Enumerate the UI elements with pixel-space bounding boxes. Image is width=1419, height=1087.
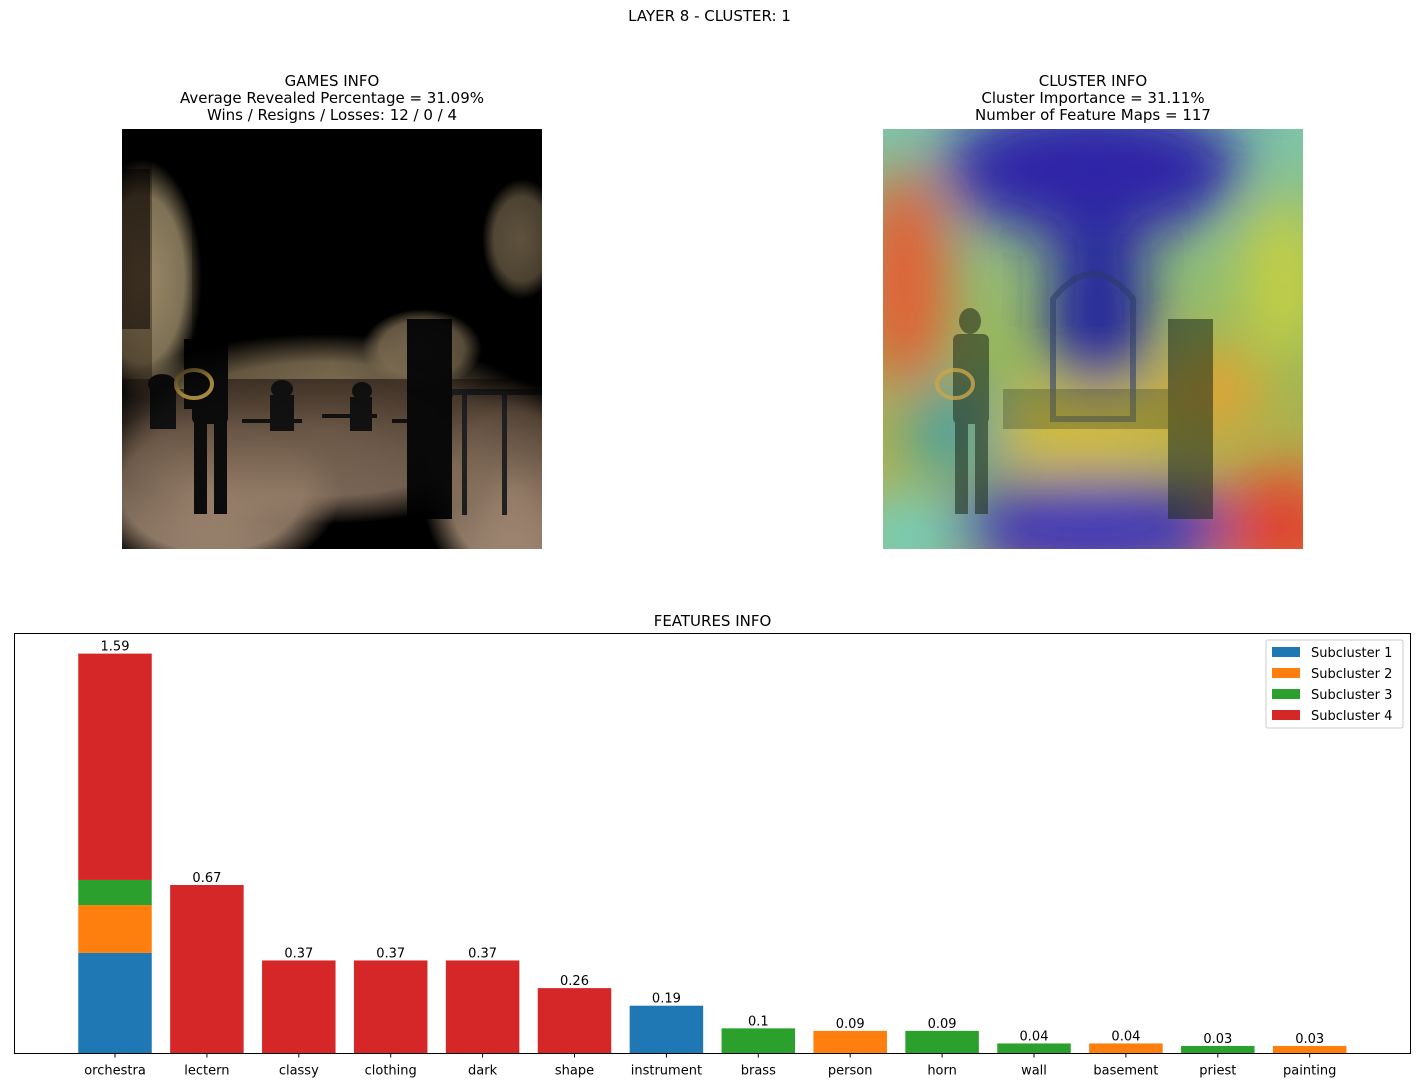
- x-tick-label-priest: priest: [1199, 1064, 1236, 1079]
- legend-swatch-subcluster-2: [1272, 668, 1300, 678]
- value-label-painting: 0.03: [1295, 1032, 1324, 1047]
- bar-segment-orchestra-subcluster-2: [78, 905, 152, 953]
- cluster-heatmap-image: [883, 129, 1303, 549]
- x-tick-label-lectern: lectern: [184, 1064, 229, 1079]
- legend-label-subcluster-1: Subcluster 1: [1311, 646, 1392, 661]
- bar-segment-clothing-subcluster-4: [353, 960, 428, 1054]
- x-tick-label-painting: painting: [1283, 1064, 1336, 1079]
- value-label-orchestra: 1.59: [101, 640, 130, 655]
- legend-label-subcluster-4: Subcluster 4: [1311, 709, 1392, 724]
- wins-resigns-losses-text: Wins / Resigns / Losses: 12 / 0 / 4: [206, 106, 458, 124]
- x-tick-label-classy: classy: [279, 1064, 319, 1079]
- cluster-info-title: CLUSTER INFO: [1038, 72, 1148, 90]
- x-tick-label-person: person: [828, 1064, 873, 1079]
- cluster-info-title-block: CLUSTER INFO Cluster Importance = 31.11%…: [883, 73, 1303, 124]
- x-tick-label-instrument: instrument: [631, 1064, 702, 1079]
- bar-segment-orchestra-subcluster-3: [78, 879, 152, 906]
- legend: Subcluster 1 Subcluster 2 Subcluster 3 Subc…: [1265, 639, 1404, 729]
- x-ticks-layer: orchestra lectern classy clothing dark shape i…: [84, 1053, 1336, 1079]
- value-labels-layer: 1.59 0.67 0.37 0.37 0.37 0.26 0.19 0.1 0.09 0.09 0…: [101, 640, 1325, 1047]
- bar-segment-painting-subcluster-2: [1272, 1045, 1347, 1054]
- bar-segment-dark-subcluster-4: [445, 960, 520, 1054]
- x-tick-label-wall: wall: [1021, 1064, 1047, 1079]
- cluster-importance-text: Cluster Importance = 31.11%: [981, 89, 1205, 107]
- bar-segment-orchestra-subcluster-1: [78, 952, 152, 1054]
- value-label-horn: 0.09: [928, 1017, 957, 1032]
- legend-swatch-subcluster-3: [1272, 689, 1300, 699]
- value-label-classy: 0.37: [284, 946, 313, 961]
- value-label-shape: 0.26: [560, 974, 589, 989]
- bar-segment-horn-subcluster-3: [905, 1030, 979, 1054]
- bar-segment-brass-subcluster-3: [721, 1028, 796, 1054]
- bar-segment-basement-subcluster-2: [1089, 1043, 1163, 1054]
- bars-layer: [78, 653, 1347, 1054]
- plot-frame: [14, 633, 1411, 1054]
- legend-label-subcluster-3: Subcluster 3: [1311, 688, 1392, 703]
- value-label-wall: 0.04: [1020, 1029, 1049, 1044]
- feature-maps-count-text: Number of Feature Maps = 117: [975, 106, 1211, 124]
- chart-title: FEATURES INFO: [653, 612, 772, 630]
- bar-segment-instrument-subcluster-1: [629, 1005, 704, 1054]
- figure-suptitle: LAYER 8 - CLUSTER: 1: [628, 7, 791, 25]
- legend-swatch-subcluster-1: [1272, 647, 1300, 657]
- legend-frame: [1265, 639, 1404, 729]
- x-tick-label-brass: brass: [741, 1064, 776, 1079]
- bar-segment-shape-subcluster-4: [537, 988, 612, 1054]
- games-info-title-block: GAMES INFO Average Revealed Percentage =…: [122, 73, 542, 124]
- bar-segment-priest-subcluster-3: [1181, 1045, 1255, 1054]
- x-tick-label-dark: dark: [468, 1064, 498, 1079]
- bar-segment-orchestra-subcluster-4: [78, 653, 152, 880]
- x-tick-label-clothing: clothing: [365, 1064, 417, 1079]
- bar-segment-wall-subcluster-3: [997, 1043, 1071, 1054]
- legend-label-subcluster-2: Subcluster 2: [1311, 667, 1392, 682]
- bar-segment-classy-subcluster-4: [262, 960, 336, 1054]
- bar-segment-person-subcluster-2: [813, 1030, 887, 1054]
- value-label-clothing: 0.37: [376, 946, 405, 961]
- value-label-priest: 0.03: [1203, 1032, 1232, 1047]
- value-label-person: 0.09: [836, 1017, 865, 1032]
- x-tick-label-shape: shape: [555, 1064, 594, 1079]
- x-tick-label-orchestra: orchestra: [84, 1064, 146, 1079]
- revealed-percentage-text: Average Revealed Percentage = 31.09%: [179, 89, 484, 107]
- value-label-basement: 0.04: [1111, 1029, 1140, 1044]
- bar-segment-lectern-subcluster-4: [170, 884, 244, 1054]
- value-label-instrument: 0.19: [652, 992, 681, 1007]
- legend-swatch-subcluster-4: [1272, 710, 1300, 720]
- games-info-title: GAMES INFO: [284, 72, 380, 90]
- value-label-brass: 0.1: [748, 1014, 769, 1029]
- masked-scene-image: [122, 129, 542, 549]
- x-tick-label-horn: horn: [927, 1064, 957, 1079]
- value-label-lectern: 0.67: [192, 871, 221, 886]
- value-label-dark: 0.37: [468, 946, 497, 961]
- x-tick-label-basement: basement: [1093, 1064, 1158, 1079]
